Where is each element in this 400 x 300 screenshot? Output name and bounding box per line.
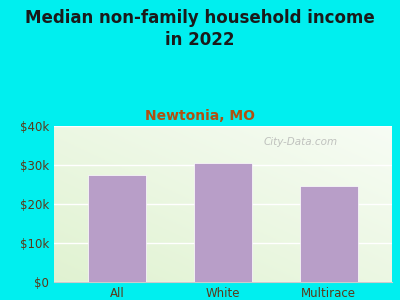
Text: Median non-family household income
in 2022: Median non-family household income in 20… bbox=[25, 9, 375, 49]
Text: Newtonia, MO: Newtonia, MO bbox=[145, 110, 255, 124]
Bar bbox=[194, 163, 252, 282]
Bar bbox=[300, 186, 358, 282]
Bar bbox=[88, 175, 146, 282]
Text: City-Data.com: City-Data.com bbox=[264, 136, 338, 147]
